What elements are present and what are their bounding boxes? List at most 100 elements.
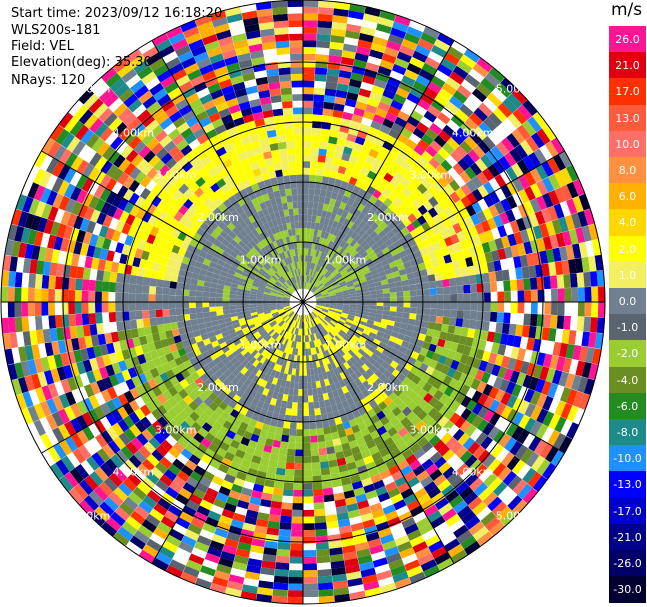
velocity-gate — [352, 142, 363, 152]
velocity-gate — [416, 183, 428, 195]
velocity-gate — [545, 446, 559, 463]
velocity-gate — [222, 293, 230, 299]
velocity-gate — [403, 98, 417, 111]
velocity-gate — [450, 549, 468, 564]
velocity-gate — [482, 422, 495, 436]
velocity-gate — [392, 270, 401, 278]
velocity-gate — [335, 451, 345, 460]
velocity-gate — [375, 289, 384, 295]
velocity-gate — [303, 456, 312, 464]
velocity-gate — [392, 378, 403, 388]
velocity-gate — [136, 275, 144, 286]
velocity-gate — [115, 282, 123, 293]
velocity-gate — [335, 505, 348, 515]
velocity-gate — [334, 289, 342, 294]
velocity-gate — [409, 535, 425, 548]
velocity-gate — [429, 315, 437, 323]
velocity-gate — [352, 252, 361, 260]
velocity-gate — [353, 361, 362, 370]
velocity-gate — [319, 454, 329, 463]
velocity-gate — [397, 541, 413, 553]
velocity-gate — [460, 122, 474, 136]
velocity-gate — [388, 128, 401, 140]
velocity-gate — [442, 466, 456, 480]
velocity-gate — [464, 472, 479, 487]
velocity-gate — [369, 91, 383, 102]
velocity-gate — [394, 476, 407, 488]
velocity-gate — [417, 38, 434, 51]
velocity-gate — [362, 288, 370, 293]
velocity-gate — [503, 368, 514, 382]
velocity-gate — [376, 297, 384, 302]
velocity-gate — [327, 391, 335, 400]
velocity-gate — [55, 314, 63, 328]
velocity-gate — [456, 530, 473, 544]
velocity-gate — [324, 500, 336, 509]
velocity-gate — [341, 385, 349, 394]
velocity-gate — [315, 332, 320, 340]
velocity-gate — [353, 59, 367, 69]
velocity-gate — [337, 165, 347, 175]
velocity-gate — [574, 257, 584, 273]
velocity-gate — [373, 321, 381, 327]
velocity-gate — [353, 280, 361, 286]
velocity-gate — [433, 135, 447, 148]
velocity-gate — [493, 481, 508, 497]
velocity-gate — [533, 439, 548, 456]
velocity-gate — [440, 246, 450, 257]
velocity-gate — [349, 78, 362, 88]
velocity-gate — [378, 221, 388, 231]
velocity-gate — [352, 354, 360, 362]
velocity-gate — [333, 352, 340, 361]
velocity-gate — [596, 270, 605, 287]
velocity-gate — [425, 244, 435, 254]
velocity-gate — [460, 468, 474, 482]
velocity-gate — [488, 204, 500, 218]
velocity-gate — [341, 312, 349, 317]
velocity-gate — [336, 299, 344, 302]
velocity-gate — [447, 544, 464, 558]
velocity-gate — [412, 541, 428, 554]
velocity-gate — [316, 304, 323, 307]
velocity-gate — [382, 89, 396, 100]
velocity-gate — [365, 439, 377, 450]
velocity-gate — [391, 187, 402, 198]
velocity-gate — [445, 101, 460, 115]
velocity-gate — [450, 150, 463, 163]
velocity-gate — [390, 448, 402, 459]
velocity-gate — [451, 476, 465, 490]
velocity-gate — [386, 150, 398, 162]
velocity-gate — [470, 428, 483, 442]
velocity-gate — [507, 357, 517, 371]
velocity-gate — [342, 544, 356, 554]
velocity-gate — [310, 221, 316, 230]
velocity-gate — [332, 157, 342, 166]
velocity-gate — [307, 341, 311, 349]
velocity-gate — [333, 8, 349, 17]
velocity-gate — [169, 281, 177, 289]
velocity-gate — [308, 327, 312, 335]
velocity-gate — [421, 150, 434, 163]
velocity-gate — [502, 97, 518, 114]
velocity-gate — [313, 367, 319, 375]
velocity-gate — [155, 286, 163, 295]
velocity-gate — [412, 209, 423, 219]
velocity-gate — [313, 325, 319, 333]
velocity-gate — [457, 293, 465, 302]
velocity-gate — [524, 403, 536, 418]
velocity-gate — [365, 322, 374, 329]
velocity-gate — [436, 309, 444, 317]
velocity-gate — [310, 249, 315, 256]
velocity-gate — [157, 324, 166, 333]
velocity-gate — [460, 196, 472, 208]
velocity-gate — [377, 65, 392, 77]
velocity-gate — [387, 352, 396, 361]
velocity-gate — [454, 145, 468, 159]
velocity-gate — [325, 272, 332, 279]
velocity-gate — [276, 420, 285, 428]
velocity-gate — [328, 291, 336, 295]
velocity-gate — [323, 303, 330, 305]
velocity-gate — [399, 45, 415, 57]
velocity-gate — [417, 156, 429, 168]
